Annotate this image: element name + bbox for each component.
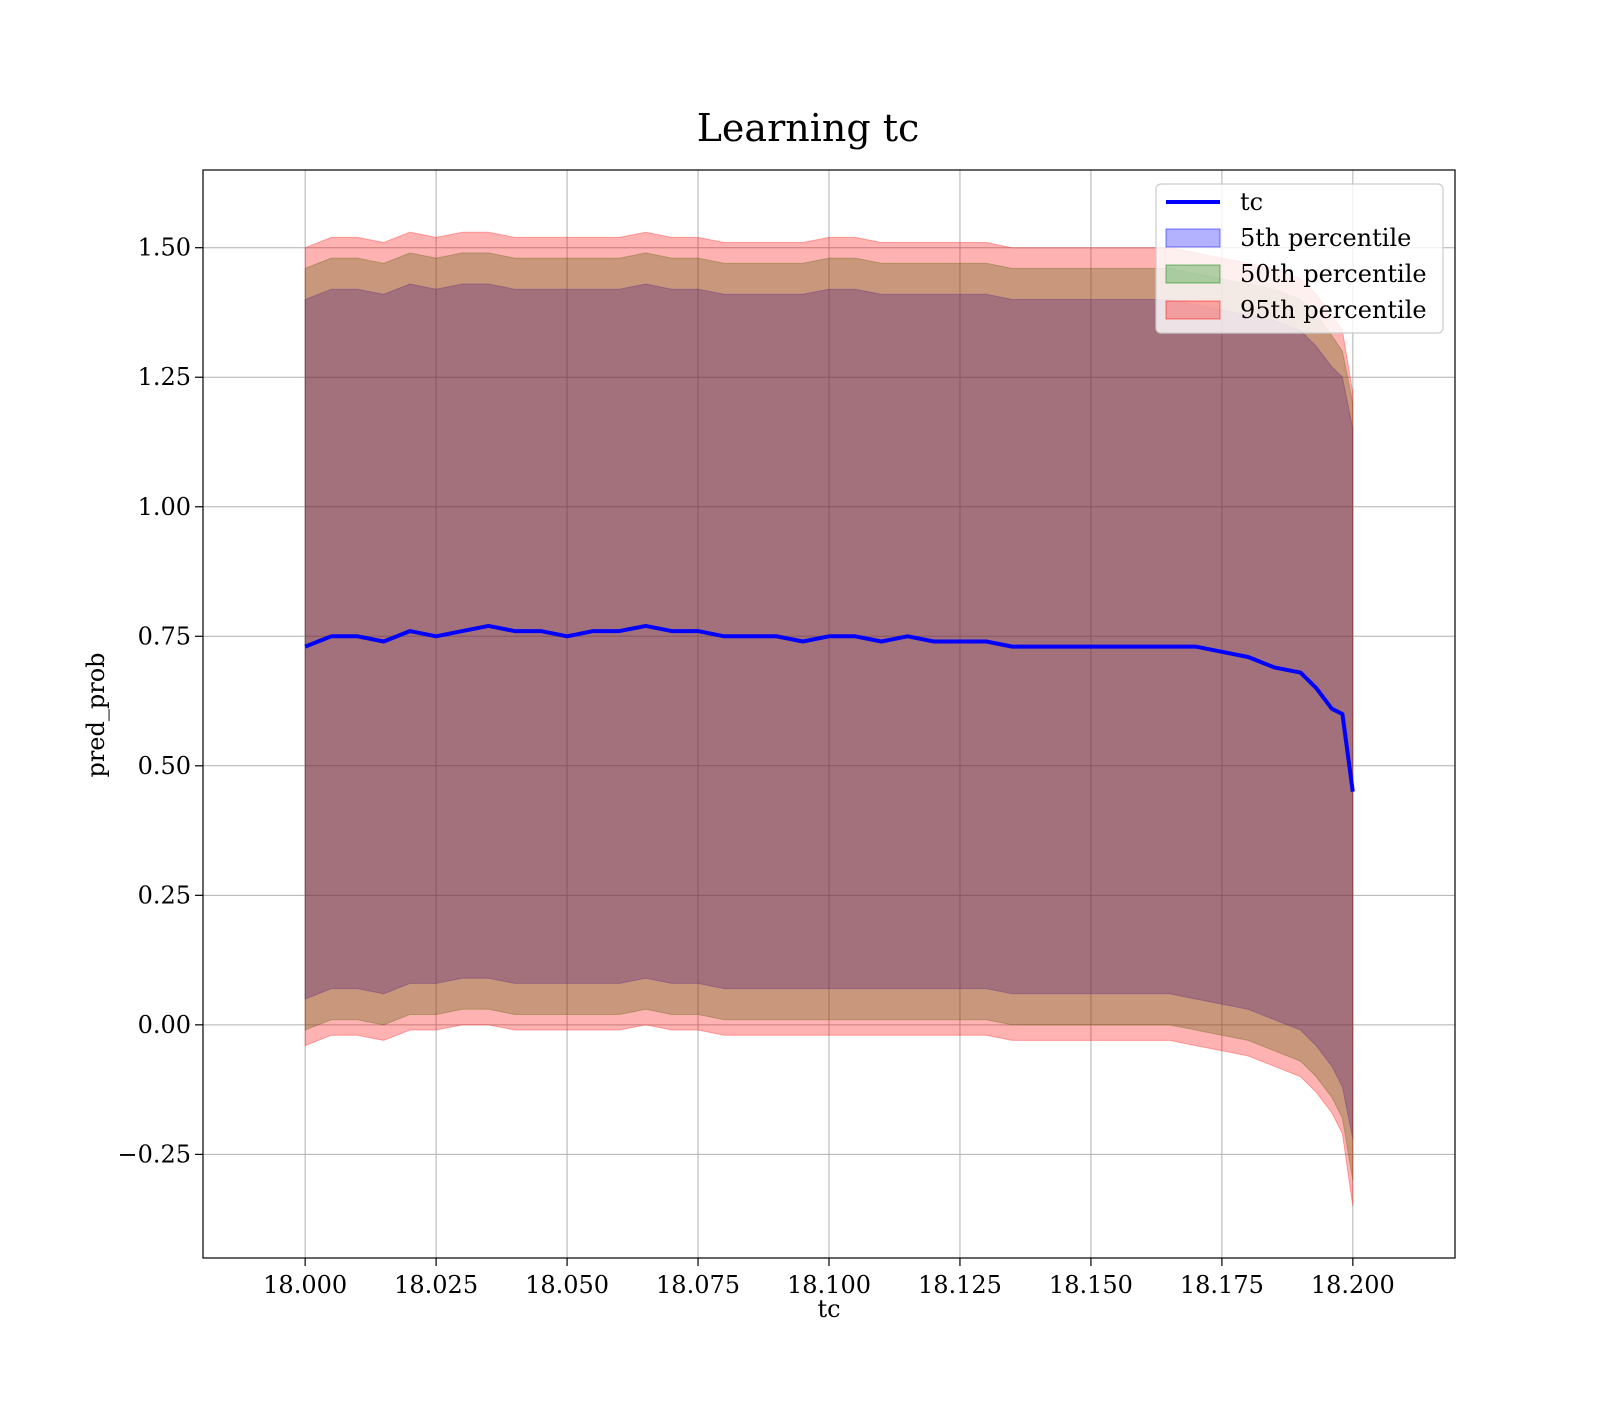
y-tick-label: 0.50 (138, 752, 191, 780)
x-tick-label: 18.025 (394, 1271, 478, 1299)
legend-label: tc (1240, 188, 1263, 216)
y-tick-label: −0.25 (117, 1140, 191, 1168)
x-tick-label: 18.125 (918, 1271, 1002, 1299)
y-axis-ticks: −0.25 0.00 0.25 0.50 0.75 1.00 1.25 1.50 (117, 234, 203, 1168)
legend-label: 95th percentile (1240, 296, 1427, 324)
y-tick-label: 0.75 (138, 622, 191, 650)
x-axis-label: tc (817, 1295, 840, 1323)
legend-band-swatch (1165, 264, 1221, 284)
x-tick-label: 18.150 (1049, 1271, 1133, 1299)
y-tick-label: 0.00 (138, 1011, 191, 1039)
legend-band-swatch (1165, 300, 1221, 320)
y-axis-label: pred_prob (82, 652, 110, 777)
chart-title: Learning tc (697, 106, 920, 150)
y-tick-label: 0.25 (138, 881, 191, 909)
x-tick-label: 18.050 (525, 1271, 609, 1299)
y-tick-label: 1.50 (138, 234, 191, 262)
legend-box (1155, 183, 1444, 334)
legend-band-swatch (1165, 228, 1221, 248)
percentile-bands (304, 231, 1354, 1207)
x-tick-label: 18.100 (787, 1271, 871, 1299)
series-lines (304, 623, 1355, 792)
x-axis-ticks: 18.000 18.025 18.050 18.075 18.100 18.125 18.1… (263, 1258, 1395, 1299)
band-50th-percentile (304, 252, 1354, 1181)
band-95th-percentile (304, 231, 1354, 1207)
band-5th-percentile (304, 283, 1354, 1139)
legend-label: 50th percentile (1240, 260, 1427, 288)
x-tick-label: 18.200 (1311, 1271, 1395, 1299)
y-tick-label: 1.00 (138, 493, 191, 521)
y-tick-label: 1.25 (138, 363, 191, 391)
x-tick-label: 18.075 (656, 1271, 740, 1299)
series-line-tc (304, 623, 1355, 792)
legend: tc 5th percentile 50th percentile 95th perc… (1155, 183, 1444, 334)
legend-label: 5th percentile (1240, 224, 1411, 252)
x-tick-label: 18.175 (1180, 1271, 1264, 1299)
x-tick-label: 18.000 (263, 1271, 347, 1299)
